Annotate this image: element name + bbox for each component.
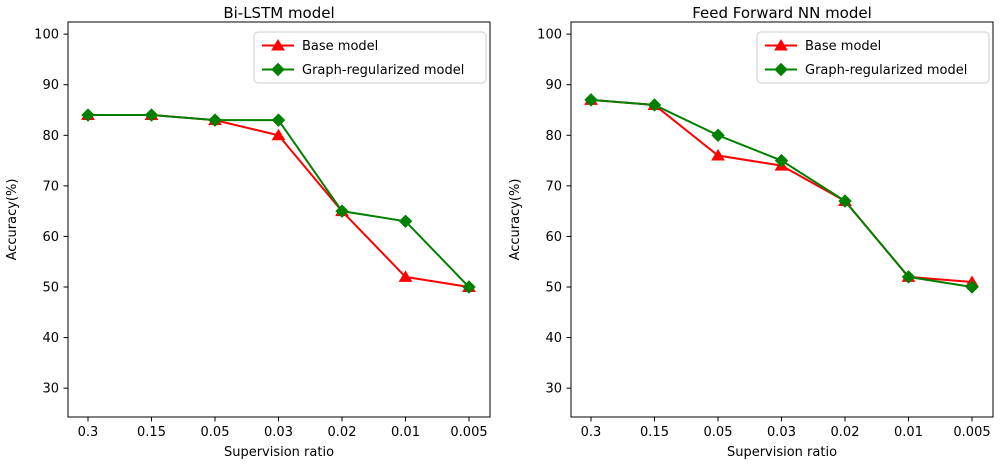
y-tick-label: 60: [42, 230, 59, 245]
series-line: [590, 98, 973, 289]
series-line: [88, 114, 470, 289]
legend-label: Base model: [302, 39, 378, 54]
legend-sample-marker: [271, 62, 285, 77]
chart-title-ffnn: Feed Forward NN model: [692, 4, 872, 22]
y-tick-label: 70: [545, 179, 562, 194]
data-point-marker: [584, 93, 598, 107]
data-point-marker: [335, 204, 349, 218]
x-tick-label: 0.02: [831, 425, 860, 440]
y-tick-label: 30: [545, 382, 562, 397]
y-tick-label: 100: [34, 28, 59, 43]
legend-box: [253, 31, 487, 84]
chart-panel-bilstm: 100 90 80 70 60 50 40 30 0.3 0.15 0.05 0.03 0.02 0.01…: [5, 4, 491, 460]
y-tick-label: 100: [537, 28, 562, 43]
x-tick-label: 0.005: [953, 425, 990, 440]
legend-sample-marker: [774, 62, 788, 77]
ffnn-plot: 100 90 80 70 60 50 40 30 0.3 0.15 0.05 0.03 0.02 0.01…: [508, 21, 994, 460]
legend-label: Graph-regularized model: [302, 63, 464, 78]
data-point-marker: [462, 280, 476, 294]
y-axis-label: Accuracy(%): [5, 179, 20, 261]
data-point-marker: [271, 113, 286, 127]
y-tick-label: 40: [545, 331, 562, 346]
legend-label: Base model: [805, 39, 881, 54]
data-point-marker: [901, 270, 916, 284]
x-tick-label: 0.15: [137, 425, 166, 440]
y-tick-label: 90: [545, 78, 562, 93]
x-axis-label: Supervision ratio: [224, 445, 334, 460]
x-tick-label: 0.03: [264, 425, 293, 440]
x-tick-label: 0.3: [78, 425, 99, 440]
legend-sample-marker: [271, 39, 285, 51]
bilstm-plot: 100 90 80 70 60 50 40 30 0.3 0.15 0.05 0.03 0.02 0.01…: [5, 21, 491, 460]
data-point-marker: [81, 108, 95, 122]
data-point-marker: [271, 128, 286, 141]
data-point-marker: [208, 113, 222, 127]
series-line: [590, 98, 973, 283]
legend-box: [756, 31, 990, 84]
series-line: [88, 114, 470, 288]
x-axis-label: Supervision ratio: [727, 445, 837, 460]
y-tick-label: 80: [42, 129, 59, 144]
y-axis-label: Accuracy(%): [508, 179, 523, 261]
y-tick-label: 90: [42, 78, 59, 93]
y-tick-label: 50: [42, 281, 59, 296]
x-tick-label: 0.3: [581, 425, 602, 440]
data-point-marker: [965, 280, 979, 294]
series-base-model: [81, 108, 476, 293]
y-tick-label: 80: [545, 129, 562, 144]
legend-sample-marker: [774, 39, 788, 51]
data-point-marker: [398, 270, 413, 282]
data-point-marker: [647, 98, 662, 112]
y-tick-label: 50: [545, 281, 562, 296]
legend: Base model Graph-regularized model: [756, 31, 990, 84]
x-tick-label: 0.01: [391, 425, 420, 440]
data-point-marker: [838, 194, 852, 208]
x-tick-label: 0.15: [640, 425, 669, 440]
x-tick-label: 0.03: [767, 425, 796, 440]
x-tick-label: 0.05: [201, 425, 230, 440]
chart-panel-ffnn: 100 90 80 70 60 50 40 30 0.3 0.15 0.05 0.03 0.02 0.01…: [503, 0, 1006, 470]
y-tick-label: 40: [42, 331, 59, 346]
x-tick-label: 0.05: [704, 425, 733, 440]
legend: Base model Graph-regularized model: [253, 31, 487, 84]
data-point-marker: [711, 149, 725, 161]
x-tick-label: 0.005: [450, 425, 487, 440]
chart-title-bilstm: Bi-LSTM model: [223, 4, 335, 22]
data-point-marker: [398, 214, 413, 228]
legend-label: Graph-regularized model: [805, 63, 967, 78]
data-point-marker: [711, 128, 725, 142]
y-tick-label: 70: [42, 179, 59, 194]
series-graph-regularized-model: [584, 93, 979, 294]
y-tick-label: 60: [545, 230, 562, 245]
x-tick-label: 0.02: [328, 425, 357, 440]
y-tick-label: 30: [42, 382, 59, 397]
series-graph-regularized-model: [81, 108, 476, 294]
data-point-marker: [144, 108, 159, 122]
data-point-marker: [774, 153, 789, 168]
series-base-model: [584, 93, 979, 287]
x-tick-label: 0.01: [894, 425, 923, 440]
